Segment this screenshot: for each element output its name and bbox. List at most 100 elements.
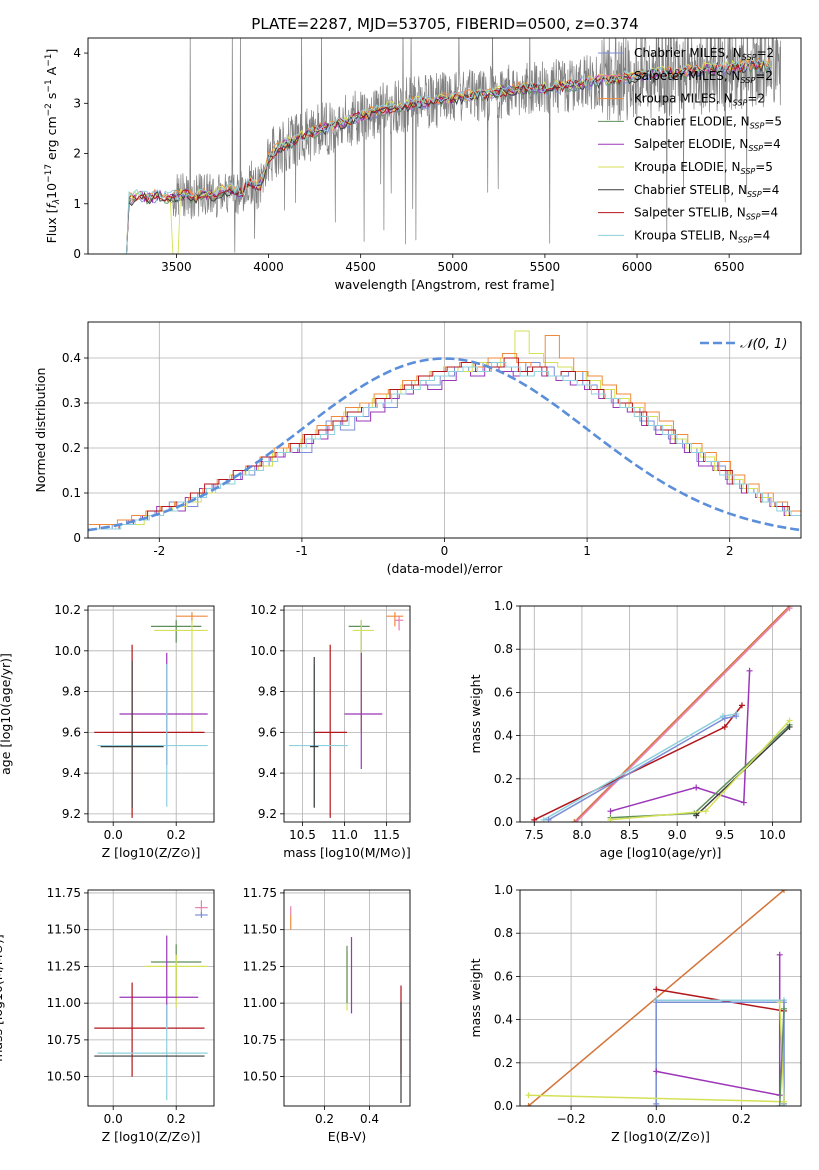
series-marker [733,713,740,720]
y-tick-label: 11.25 [243,959,277,973]
x-tick-label: 9.0 [668,828,687,842]
legend-label: Chabrier MILES, NSSP=2 [634,46,774,62]
y-axis-label: mass [log10(M/M⊙)] [0,934,5,1062]
y-tick-label: 10.50 [243,1070,277,1084]
y-tick-label: 1 [73,197,81,211]
y-tick-label: 0.4 [62,351,81,365]
series-marker [786,723,793,730]
spectrum-data-line [172,38,782,253]
x-axis-label: Z [log10(Z/Z⊙)] [611,1129,710,1144]
x-tick-label: 5500 [530,260,561,274]
histogram-step-5 [92,362,801,530]
legend-label: Kroupa ELODIE, NSSP=5 [634,160,773,176]
histogram-plot-area [88,330,801,532]
y-tick-label: 0.2 [62,441,81,455]
x-tick-label: 0.0 [104,828,123,842]
series-marker [786,717,793,724]
series-marker [653,999,660,1006]
normal-curve [88,357,801,532]
series-marker [702,808,709,815]
x-tick-label: 0 [441,544,449,558]
y-tick-label: 2 [73,147,81,161]
weight_vs_age-plot-area [531,606,793,822]
y-axis-label: age [log10(age/yr)] [0,653,13,775]
x-axis-label: E(B-V) [328,1129,367,1144]
y-tick-label: 9.8 [258,685,277,699]
plot-frame [87,37,802,255]
x-axis-label: Z [log10(Z/Z⊙)] [102,1129,201,1144]
x-axis-label: wavelength [Angstrom, rest frame] [334,277,554,292]
series-line-0 [573,606,791,822]
y-tick-label: 9.4 [258,766,277,780]
x-axis-label: mass [log10(M/M⊙)] [283,845,411,860]
x-tick-label: 1 [583,544,591,558]
y-tick-label: 0.6 [494,685,513,699]
weight_vs_Z-plot-area [525,890,787,1106]
plot-frame [283,605,411,823]
chart-age_vs_Z: 0.0 0.2 9.2 9.4 9.6 9.8 10.0 10.2 Z [log10(Z/Z⊙)… [0,603,215,860]
series-line-3 [655,1001,785,1104]
x-tick-label: 3500 [161,260,192,274]
y-tick-label: 0.1 [62,486,81,500]
legend-label: Chabrier ELODIE, NSSP=5 [634,114,782,130]
y-tick-label: 3 [73,96,81,110]
chart-mass_vs_ebv: 0.2 0.4 10.50 10.75 11.00 11.25 11.50 11.75 E(B-… [243,886,411,1144]
y-tick-label: 4 [73,46,81,60]
x-tick-label: 4000 [253,260,284,274]
figure-title: PLATE=2287, MJD=53705, FIBERID=0500, z=0… [251,15,638,33]
chart-weight_vs_Z: −0.2 0.0 0.2 0.0 0.2 0.4 0.6 0.8 1.0 Z [log10(Z/Z… [468,883,802,1144]
model-line-8 [123,58,772,254]
x-axis-label: Z [log10(Z/Z⊙)] [102,845,201,860]
x-tick-label: 10.0 [759,828,786,842]
chart-residual_histogram: -2 -1 0 1 2 0 0.1 0.2 0.3 0.4 (data-model)/error No… [33,321,802,576]
x-tick-label: 6000 [622,260,653,274]
y-tick-label: 9.2 [62,807,81,821]
y-tick-label: 0.8 [494,926,513,940]
x-tick-label: 0.0 [647,1112,666,1126]
legend-label: Salpeter ELODIE, NSSP=4 [634,137,781,153]
x-tick-label: 11.0 [331,828,358,842]
plot-frame [519,605,802,823]
series-line-4 [656,954,781,1097]
series-marker [693,784,700,791]
series-marker [607,808,614,815]
x-tick-label: 9.5 [715,828,734,842]
series-marker [693,812,700,819]
y-tick-label: 0 [73,531,81,545]
y-tick-label: 11.25 [47,959,81,973]
y-axis-label: Normed distribution [33,368,48,493]
y-axis-label: Flux [fλ10−17 erg cm−2 s−1 A−1] [44,49,62,244]
y-axis-label: mass weight [468,958,483,1037]
y-tick-label: 1.0 [494,883,513,897]
plot-frame [87,321,802,539]
y-tick-label: 11.75 [243,886,277,900]
legend-label: 𝒩(0, 1) [740,337,787,352]
y-tick-label: 9.6 [258,725,277,739]
series-marker [721,715,728,722]
y-tick-label: 10.50 [47,1070,81,1084]
plot-frame [283,889,411,1107]
mass_vs_ebv-plot-area [290,906,402,1104]
series-marker [738,702,745,709]
series-line-1 [575,607,791,822]
legend-label: Chabrier STELIB, NSSP=4 [634,183,779,199]
series-marker [525,1092,532,1099]
plot-frame [87,889,215,1107]
series-marker [746,667,753,674]
spectrum-legend: Chabrier MILES, NSSP=2 Salpeter MILES, NS… [598,46,782,244]
y-tick-label: 10.75 [243,1033,277,1047]
y-tick-label: 10.0 [54,644,81,658]
series-marker [780,1005,787,1012]
series-marker [653,986,660,993]
x-tick-label: 6500 [714,260,745,274]
plot-frame [519,889,802,1107]
y-tick-label: 0.2 [494,1056,513,1070]
y-tick-label: 0.8 [494,642,513,656]
series-line-2 [655,999,785,1106]
y-tick-label: 0.0 [494,815,513,829]
y-tick-label: 0.0 [494,1099,513,1113]
x-tick-label: 8.0 [572,828,591,842]
y-tick-label: 11.00 [47,996,81,1010]
spectrum-plot-area [123,38,782,254]
series-marker [721,723,728,730]
